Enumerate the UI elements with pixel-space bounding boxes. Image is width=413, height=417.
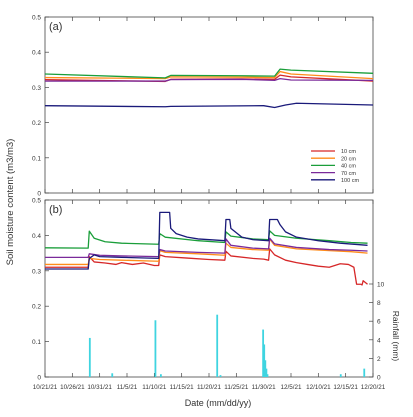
y-tick-label: 0.3: [32, 85, 41, 92]
x-tick-label: 11/15/21: [170, 384, 195, 391]
y-tick-label: 0.1: [32, 339, 41, 346]
x-tick-label: 10/31/21: [87, 384, 112, 391]
x-tick-label: 11/5/21: [117, 384, 138, 391]
rainfall-bar: [265, 368, 268, 377]
rainfall-bar: [363, 368, 366, 377]
rain-tick-label: 10: [377, 282, 385, 289]
rain-tick-label: 8: [377, 300, 381, 307]
x-tick-label: 11/20/21: [197, 384, 222, 391]
rainfall-bar: [263, 344, 266, 377]
rainfall-bar: [264, 360, 267, 377]
rainfall-bar: [266, 374, 269, 377]
rainfall-bar: [262, 329, 265, 377]
rain-tick-label: 0: [377, 375, 381, 382]
plot-frame: [44, 199, 374, 378]
y-tick-label: 0.5: [32, 15, 41, 22]
rainfall-bar: [219, 375, 222, 377]
legend-label: 70 cm: [341, 171, 356, 177]
rainfall-bar: [111, 373, 114, 377]
legend-label: 20 cm: [341, 156, 356, 162]
x-tick-label: 12/20/21: [361, 384, 386, 391]
y-tick-label: 0.3: [32, 268, 41, 275]
x-axis-label: Date (mm/dd/yy): [185, 398, 252, 408]
series-line: [44, 68, 374, 79]
series-line: [44, 102, 374, 109]
rainfall-bar: [216, 314, 219, 377]
plot-frame: [44, 16, 374, 194]
legend-label: 10 cm: [341, 149, 356, 155]
rainfall-bar: [88, 337, 91, 377]
y-tick-label: 0: [37, 375, 41, 382]
legend-label: 100 cm: [341, 178, 359, 184]
y-tick-label: 0.1: [32, 155, 41, 162]
series-line: [45, 77, 374, 82]
series-line: [44, 230, 368, 249]
rain-tick-label: 4: [377, 337, 381, 344]
y-tick-label: 0: [37, 191, 41, 198]
x-tick-label: 12/10/21: [306, 384, 331, 391]
series-line: [45, 248, 368, 286]
x-tick-label: 12/15/21: [333, 384, 358, 391]
y-tick-label: 0.4: [32, 233, 41, 240]
x-tick-label: 11/25/21: [224, 384, 249, 391]
series-line: [45, 211, 368, 270]
y-tick-label: 0.2: [32, 304, 41, 311]
panel-label: (b): [49, 204, 62, 216]
y-axis-label: Soil moisture content (m3/m3): [5, 139, 16, 266]
rainfall-axis-label: Rainfall (mm): [391, 311, 401, 362]
rain-tick-label: 2: [377, 356, 381, 363]
legend-label: 40 cm: [341, 164, 356, 170]
rainfall-bar: [159, 374, 162, 377]
x-tick-label: 10/26/21: [60, 384, 85, 391]
x-tick-label: 11/30/21: [252, 384, 277, 391]
series-line: [45, 237, 368, 258]
y-tick-label: 0.4: [32, 50, 41, 57]
series-line: [44, 70, 374, 80]
rain-tick-label: 6: [377, 319, 381, 326]
panel-label: (a): [49, 21, 62, 33]
x-tick-label: 11/10/21: [142, 384, 167, 391]
rainfall-bar: [339, 374, 342, 377]
rainfall-bar: [154, 320, 157, 377]
x-tick-label: 10/21/21: [33, 384, 58, 391]
panel-b: 0 0.1 0.2 0.3 0.4 0.5 10/21/21 10/26/21 10/31/21…: [32, 198, 386, 392]
y-tick-label: 0.2: [32, 120, 41, 127]
y-tick-label: 0.5: [32, 198, 41, 205]
x-tick-label: 12/5/21: [280, 384, 302, 391]
